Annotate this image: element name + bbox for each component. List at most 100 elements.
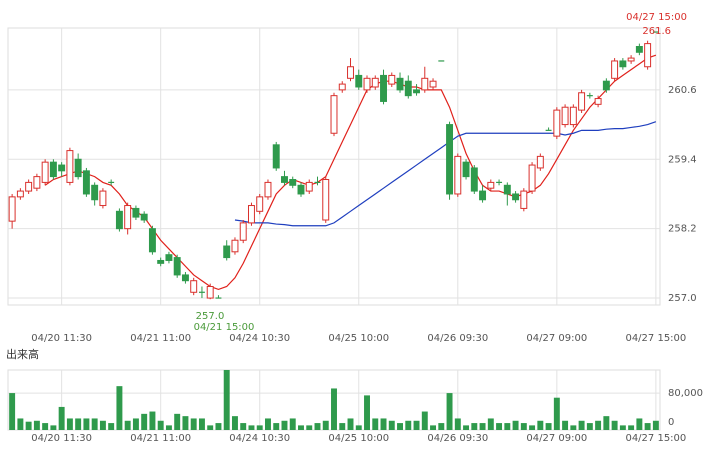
volume-bar: [322, 420, 329, 430]
volume-bar: [108, 423, 115, 430]
y-tick-label: 0: [668, 417, 674, 428]
volume-bar: [438, 423, 445, 430]
candle-body: [619, 60, 627, 68]
candle-body: [512, 193, 520, 201]
volume-bar: [339, 423, 346, 430]
candle-body: [58, 164, 66, 172]
candle-body: [404, 80, 412, 97]
candle-body: [165, 254, 173, 261]
x-tick-label: 04/27 09:00: [526, 333, 587, 344]
candle-body: [297, 184, 305, 195]
volume-bar: [496, 423, 503, 430]
volume-bar: [58, 406, 65, 430]
volume-bar: [281, 420, 288, 430]
volume-bar: [512, 420, 519, 430]
x-tick-label: 04/21 11:00: [130, 333, 191, 344]
volume-bar: [314, 423, 321, 430]
candle-body: [25, 181, 33, 192]
volume-bar: [520, 423, 527, 430]
y-tick-label: 258.2: [668, 224, 697, 235]
volume-bar: [99, 420, 106, 430]
high-annotation: 261.6: [642, 26, 671, 37]
candle-body: [16, 190, 24, 198]
volume-bar: [198, 418, 205, 430]
candle-body: [611, 60, 619, 79]
low-annotation: 04/21 15:00: [194, 322, 255, 333]
candle-body: [635, 46, 643, 53]
volume-bar: [446, 393, 453, 430]
candle-body: [322, 179, 330, 221]
candle-body: [157, 259, 165, 264]
candle-body: [602, 80, 610, 91]
plot-frame: [7, 27, 661, 306]
x-tick-label: 04/26 09:30: [427, 333, 488, 344]
volume-title: 出来高: [6, 347, 39, 361]
volume-bar: [298, 425, 304, 430]
candle-body: [148, 228, 156, 253]
x-tick-label: 04/21 11:00: [130, 433, 191, 444]
candle-body: [289, 179, 297, 186]
volume-bar: [273, 423, 280, 430]
high-annotation: 04/27 15:00: [626, 12, 687, 23]
volume-bar: [628, 425, 635, 430]
volume-bar: [83, 418, 90, 430]
candle-body: [256, 196, 264, 212]
candle-body: [371, 77, 379, 88]
volume-bar: [636, 418, 643, 430]
candle-body: [99, 190, 107, 207]
candle-body: [281, 176, 288, 183]
candle-body: [429, 80, 437, 88]
volume-bar: [91, 418, 98, 430]
candle-body: [91, 184, 99, 201]
volume-bar: [553, 397, 560, 430]
candle-body: [74, 158, 82, 178]
candle-body: [553, 109, 561, 137]
candle-body: [462, 161, 470, 178]
candle-body: [223, 245, 231, 259]
volume-bar: [25, 421, 32, 430]
volume-bar: [652, 420, 659, 430]
volume-bar: [289, 418, 296, 430]
volume-bar: [33, 420, 40, 430]
x-tick-label: 04/20 11:30: [31, 333, 92, 344]
candle-body: [338, 83, 346, 91]
x-tick-label: 04/25 10:00: [328, 433, 389, 444]
candle-body: [247, 205, 255, 224]
volume-bar: [50, 425, 57, 430]
volume-bar: [132, 418, 139, 430]
low-annotation: 257.0: [196, 311, 225, 322]
volume-bar: [644, 423, 651, 430]
volume-bar: [380, 418, 387, 430]
volume-bar: [603, 416, 610, 430]
candle-body: [421, 77, 429, 91]
x-tick-label: 04/26 09:30: [427, 433, 488, 444]
volume-bar: [116, 386, 123, 430]
volume-bar: [388, 420, 395, 430]
y-tick-label: 80,000: [668, 388, 703, 399]
candle-body: [454, 155, 462, 195]
moving-average-line: [44, 54, 657, 291]
candle-body: [503, 184, 511, 195]
volume-bar: [42, 423, 49, 430]
volume-bar: [504, 423, 511, 430]
y-tick-label: 257.0: [668, 293, 697, 304]
volume-bar: [157, 420, 164, 430]
y-tick-label: 260.6: [668, 85, 697, 96]
x-tick-label: 04/25 10:00: [328, 333, 389, 344]
candle-body: [569, 106, 577, 126]
candle-body: [66, 150, 74, 183]
x-tick-label: 04/27 09:00: [526, 433, 587, 444]
volume-bar: [17, 418, 24, 430]
candle-body: [446, 124, 454, 195]
volume-bar: [66, 418, 73, 430]
volume-bar: [231, 416, 238, 430]
volume-bar: [9, 393, 16, 430]
candle-body: [132, 207, 140, 218]
volume-bar: [149, 411, 156, 430]
volume-bar: [207, 425, 214, 430]
volume-bar: [75, 418, 82, 430]
candle-body: [528, 164, 536, 192]
candle-body: [305, 181, 313, 192]
volume-bar: [405, 420, 412, 430]
candle-body: [190, 280, 198, 293]
